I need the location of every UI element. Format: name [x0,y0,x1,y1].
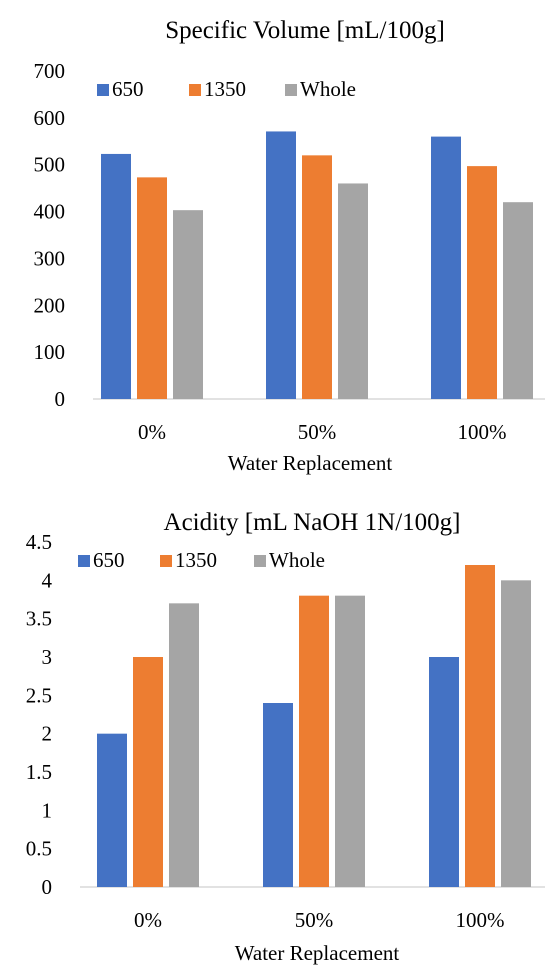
legend-swatch [189,84,201,96]
y-tick-label: 100 [34,340,66,364]
legend-swatch [78,555,90,567]
legend-swatch [97,84,109,96]
legend-label: Whole [269,548,325,572]
legend-swatch [285,84,297,96]
y-tick-label: 0 [55,387,66,411]
bar-1350-50pct [302,155,332,399]
bar-whole-0pct [169,603,199,887]
x-category-label: 50% [295,908,334,932]
bar-650-100pct [431,136,461,399]
x-axis-title: Water Replacement [235,941,400,965]
legend-label: 650 [112,77,144,101]
chart-title: Acidity [mL NaOH 1N/100g] [164,509,461,536]
legend-label: 1350 [204,77,246,101]
x-category-label: 0% [138,420,166,444]
acidity-chart: Acidity [mL NaOH 1N/100g] 0 0.5 1 1.5 2 2.5 3 3.… [26,509,545,965]
bar-1350-0pct [137,177,167,399]
bar-650-0pct [101,153,131,399]
y-tick-label: 500 [34,153,66,177]
bar-1350-0pct [133,657,163,887]
legend-label: 650 [93,548,125,572]
y-tick-label: 300 [34,246,66,270]
y-tick-label: 3 [42,645,53,669]
bar-650-50pct [266,131,296,399]
bar-whole-50pct [335,595,365,887]
y-tick-label: 4 [42,568,53,592]
y-tick-label: 3.5 [26,607,52,631]
bar-650-100pct [429,657,459,887]
bar-650-0pct [97,733,127,887]
legend-label: Whole [300,77,356,101]
y-tick-label: 1 [42,798,53,822]
y-tick-label: 2.5 [26,683,52,707]
bar-whole-100pct [503,202,533,399]
specific-volume-chart: Specific Volume [mL/100g] 0 100 200 300 400 50… [34,17,545,475]
x-category-label: 50% [298,420,337,444]
bar-1350-100pct [465,565,495,887]
legend-swatch [254,555,266,567]
y-tick-label: 400 [34,200,66,224]
x-category-label: 100% [458,420,507,444]
bar-650-50pct [263,703,293,887]
y-tick-label: 0 [42,875,53,899]
bar-1350-100pct [467,166,497,399]
legend-swatch [160,555,172,567]
bar-1350-50pct [299,595,329,887]
y-tick-label: 4.5 [26,530,52,554]
bar-whole-0pct [173,210,203,399]
y-tick-label: 0.5 [26,837,52,861]
x-category-label: 0% [134,908,162,932]
y-tick-label: 2 [42,722,53,746]
bar-whole-100pct [501,580,531,887]
x-category-label: 100% [456,908,505,932]
y-tick-label: 700 [34,59,66,83]
legend-label: 1350 [175,548,217,572]
chart-title: Specific Volume [mL/100g] [165,17,445,44]
y-tick-label: 200 [34,293,66,317]
x-axis-title: Water Replacement [228,451,393,475]
y-tick-label: 1.5 [26,760,52,784]
y-tick-label: 600 [34,106,66,130]
bar-whole-50pct [338,183,368,399]
